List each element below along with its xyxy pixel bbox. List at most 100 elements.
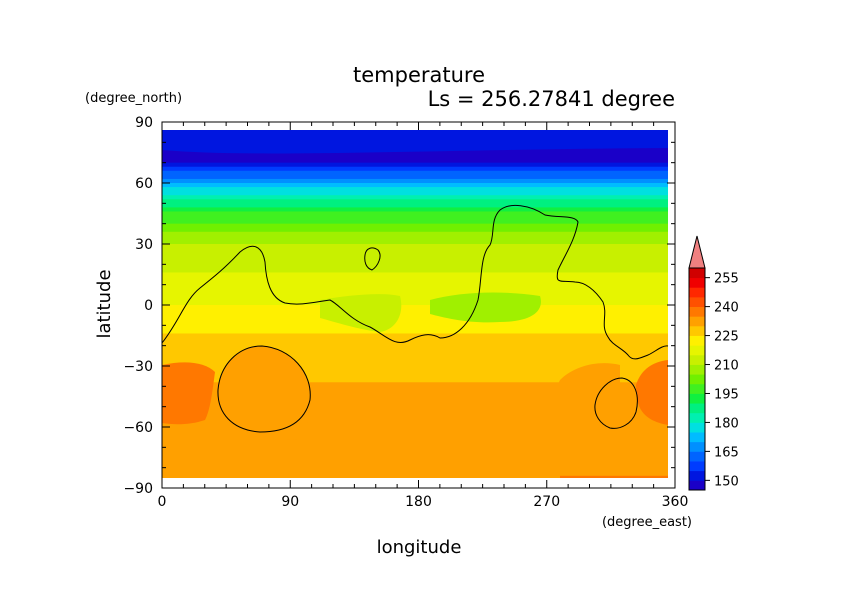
field-band: [162, 317, 668, 322]
field-region: [162, 430, 395, 478]
colorbar-segment: [689, 354, 705, 365]
field-band: [162, 158, 668, 164]
field-band: [162, 248, 668, 253]
colorbar-segment: [689, 422, 705, 433]
field-band: [162, 207, 668, 213]
continent-contour: [161, 204, 669, 360]
field-band: [162, 341, 668, 347]
field-region: [162, 362, 215, 425]
field-band: [162, 211, 668, 217]
field-band: [162, 187, 668, 192]
axes: 0 90 180 270 360 90 60 30 0 −30 −60 −90: [123, 115, 688, 510]
field-band: [162, 300, 668, 306]
colorbar-label: 150: [714, 474, 739, 489]
y-axis-label: latitude: [94, 269, 115, 338]
field-band: [162, 292, 668, 298]
field-band: [162, 353, 668, 359]
field-band: [162, 337, 668, 343]
field-band: [162, 394, 668, 400]
y-tick-label: −60: [123, 420, 153, 436]
field-region: [217, 346, 311, 432]
colorbar-segment: [689, 364, 705, 375]
field-band: [162, 280, 668, 286]
field-band: [162, 361, 668, 367]
field-band: [162, 235, 668, 241]
field-band: [162, 325, 668, 330]
colorbar-segment: [689, 461, 705, 472]
chart-subtitle: Ls = 256.27841 degree: [428, 87, 675, 111]
hellas-contour: [217, 345, 311, 433]
field-band: [162, 345, 668, 351]
field-band: [162, 260, 668, 265]
field-band: [162, 349, 668, 355]
colorbar-segment: [689, 432, 705, 443]
colorbar-label: 240: [714, 301, 739, 316]
y-tick-label: 60: [135, 176, 153, 192]
field-band: [162, 321, 668, 326]
field-band: [162, 219, 668, 225]
colorbar-segment: [689, 383, 705, 394]
field-band: [162, 402, 668, 408]
field-band: [162, 288, 668, 294]
colorbar: 150 165 180 195 210 225 240 255: [688, 235, 739, 491]
y-tick-label: 30: [135, 237, 153, 253]
chart-title: temperature: [353, 63, 485, 87]
x-tick-label: 90: [281, 494, 299, 510]
field-band: [162, 178, 668, 184]
colorbar-frame: [688, 267, 706, 491]
field-band: [162, 398, 668, 404]
colorbar-segment: [689, 268, 705, 279]
field-band: [162, 329, 668, 335]
temperature-field: [162, 130, 668, 478]
field-band: [162, 390, 668, 396]
field-band: [162, 195, 668, 200]
field-band: [162, 256, 668, 261]
x-tick-label: 360: [662, 494, 689, 510]
colorbar-segment: [689, 441, 705, 452]
field-band: [162, 435, 668, 440]
field-band: [162, 414, 668, 420]
field-band: [162, 223, 668, 229]
argyre-contour: [594, 377, 638, 429]
field-band: [162, 305, 668, 310]
y-unit-label: (degree_north): [85, 91, 182, 106]
colorbar-segment: [689, 335, 705, 346]
field-band: [162, 296, 668, 302]
field-band: [162, 382, 668, 387]
colorbar-label: 165: [714, 445, 739, 460]
field-band: [162, 386, 668, 391]
field-band: [162, 252, 668, 257]
x-axis-label: longitude: [377, 537, 462, 558]
colorbar-label: 255: [714, 272, 739, 287]
field-band: [162, 309, 668, 314]
field-band: [162, 227, 668, 233]
colorbar-over-triangle: [688, 235, 706, 269]
field-band: [162, 357, 668, 363]
field-band: [162, 203, 668, 208]
field-band: [162, 427, 668, 432]
contour-lines: [161, 204, 669, 433]
field-band: [162, 166, 668, 172]
colorbar-segment: [689, 403, 705, 414]
field-band: [162, 239, 668, 245]
field-band: [162, 170, 668, 176]
field-region: [636, 360, 668, 425]
field-band: [162, 183, 668, 188]
field-band: [162, 313, 668, 318]
field-region: [320, 294, 402, 332]
y-tick-label: −30: [123, 359, 153, 375]
field-region: [430, 292, 541, 323]
field-band: [162, 418, 668, 424]
field-band: [162, 199, 668, 204]
x-tick-label: 180: [405, 494, 432, 510]
colorbar-segment: [689, 316, 705, 327]
field-band: [162, 406, 668, 412]
colorbar-segment: [689, 393, 705, 404]
colorbar-segment: [689, 451, 705, 462]
field-band: [162, 366, 668, 371]
colorbar-label: 195: [714, 387, 739, 402]
field-band: [162, 422, 668, 428]
field-band: [162, 410, 668, 416]
colorbar-label: 210: [714, 359, 739, 374]
colorbar-segment: [689, 470, 705, 481]
